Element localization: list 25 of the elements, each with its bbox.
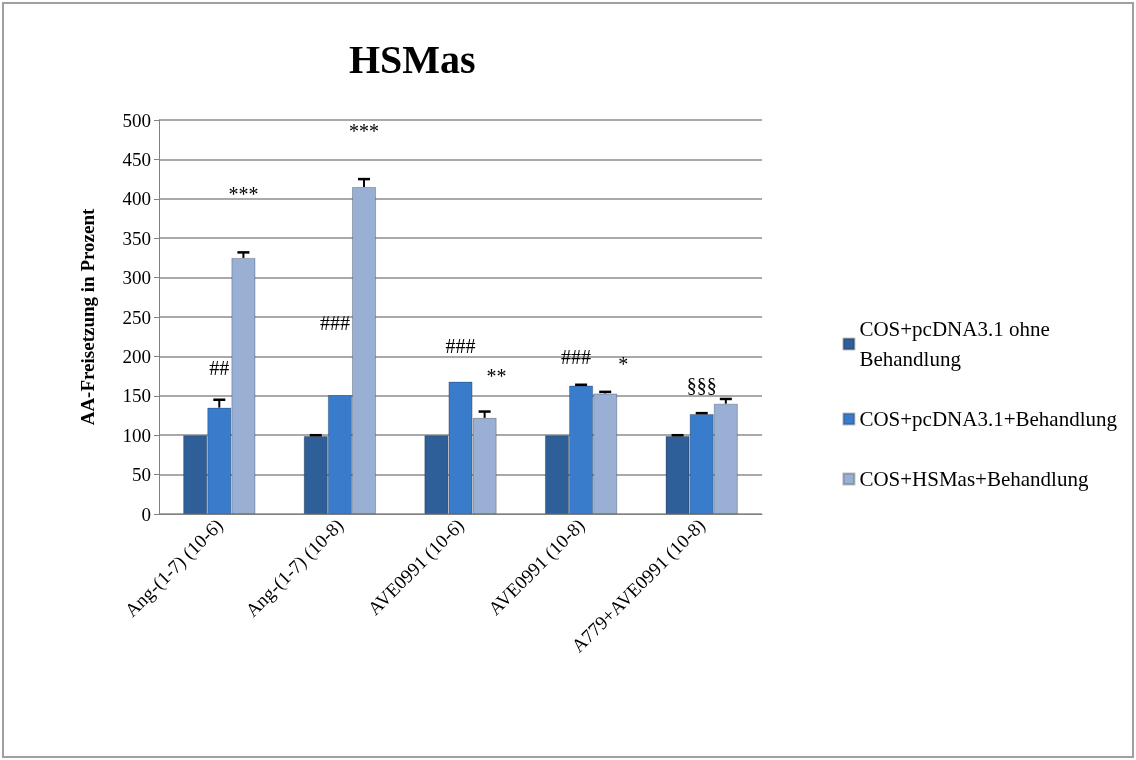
chart-title: HSMas xyxy=(349,36,476,82)
y-tick-label: 0 xyxy=(141,503,151,525)
legend-label: COS+pcDNA3.1+Behandlung xyxy=(859,407,1118,431)
y-tick-label: 450 xyxy=(122,148,151,170)
annotation: ### xyxy=(319,312,350,335)
y-tick-label: 200 xyxy=(122,345,151,367)
y-tick-label: 350 xyxy=(122,227,151,249)
legend-label: COS+pcDNA3.1 ohne Behandlung xyxy=(859,317,1050,371)
y-tick-label: 300 xyxy=(122,267,151,289)
annotation: ### xyxy=(561,345,592,368)
annotation: *** xyxy=(349,120,380,143)
y-tick-label: 50 xyxy=(132,464,151,486)
y-tick-label: 250 xyxy=(122,306,151,328)
y-tick-label: 500 xyxy=(122,109,151,131)
annotation: ### xyxy=(445,334,476,357)
legend-label: COS+HSMas+Behandlung xyxy=(859,467,1089,491)
annotation: * xyxy=(618,352,629,375)
y-tick-label: 100 xyxy=(122,424,151,446)
annotation: §§§ xyxy=(686,374,717,397)
annotation: ** xyxy=(486,364,507,387)
annotation: *** xyxy=(228,183,259,206)
y-tick-label: 150 xyxy=(122,385,151,407)
y-tick-label: 400 xyxy=(122,188,151,210)
annotation: ## xyxy=(209,356,230,379)
y-axis-title: AA-Freisetzung in Prozent xyxy=(77,207,98,426)
